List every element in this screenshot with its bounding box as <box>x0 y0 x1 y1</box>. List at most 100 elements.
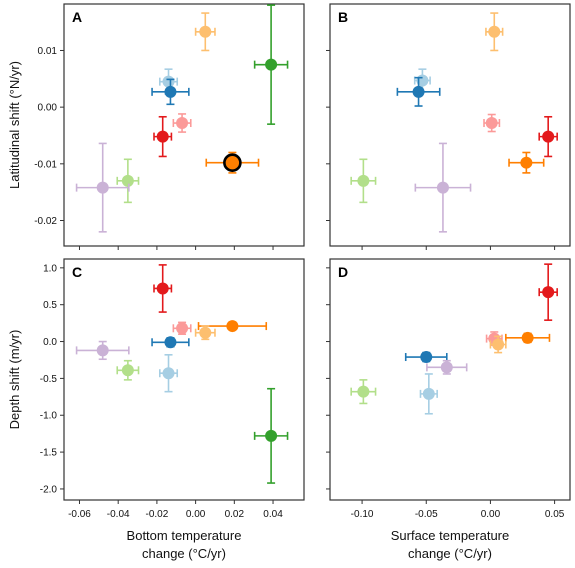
marker <box>226 320 239 333</box>
data-point <box>505 331 551 344</box>
marker <box>162 75 175 88</box>
marker <box>542 286 555 299</box>
data-point <box>153 115 173 158</box>
x-tick-label: -0.04 <box>107 509 130 520</box>
data-point <box>489 335 507 354</box>
marker <box>520 156 533 169</box>
data-point <box>538 115 558 158</box>
data-point <box>419 373 438 415</box>
plot-frame <box>329 3 571 247</box>
x-axis-label: Bottom temperature <box>127 528 242 543</box>
y-tick-label: 1.0 <box>43 263 57 274</box>
data-point <box>350 379 377 405</box>
data-point <box>426 359 468 375</box>
y-tick-label: 0.5 <box>43 300 57 311</box>
data-point <box>159 354 179 393</box>
marker <box>422 387 435 400</box>
data-point <box>253 387 289 484</box>
marker <box>176 322 189 335</box>
panel-letter: D <box>338 264 348 280</box>
marker <box>156 130 169 143</box>
plot-frame <box>329 258 571 501</box>
x-tick-label: 0.00 <box>481 509 501 520</box>
y-tick-label: -0.02 <box>34 216 57 227</box>
marker <box>488 25 501 38</box>
data-point <box>483 113 501 133</box>
panel-a: -0.02 -0.01 0.00 0.01 A Latitudinal shift (°N… <box>7 3 305 250</box>
data-point <box>404 351 448 364</box>
marker <box>412 85 425 98</box>
y-axis-label: Latitudinal shift (°N/yr) <box>7 61 22 189</box>
x-tick-label: 0.04 <box>263 509 283 520</box>
plot-frame <box>63 3 305 247</box>
marker <box>162 367 175 380</box>
data-point <box>194 325 216 341</box>
y-axis-label: Depth shift (m/yr) <box>7 330 22 430</box>
data-point <box>75 142 130 233</box>
panel-d: -0.10 -0.05 0.00 0.05 D Surface temperature ch… <box>326 258 571 561</box>
data-point <box>153 264 173 313</box>
data-point <box>414 142 472 233</box>
x-tick-label: -0.02 <box>146 509 169 520</box>
data-point <box>197 320 268 333</box>
marker <box>176 117 189 130</box>
y-tick-label: -0.5 <box>40 374 58 385</box>
marker <box>199 326 212 339</box>
data-point <box>508 151 545 174</box>
data-point <box>194 12 216 52</box>
data-point <box>485 12 504 52</box>
marker <box>485 117 498 130</box>
marker <box>96 344 109 357</box>
marker <box>156 282 169 295</box>
y-tick-label: -2.0 <box>40 484 58 495</box>
data-point <box>151 78 190 106</box>
marker <box>357 174 370 187</box>
data-point <box>116 158 140 204</box>
highlighted-marker <box>223 153 242 172</box>
x-axis-label: Surface temperature <box>391 528 510 543</box>
data-point <box>151 336 190 349</box>
x-tick-label: 0.00 <box>186 509 206 520</box>
x-axis-label: change (°C/yr) <box>408 546 492 561</box>
marker <box>164 85 177 98</box>
marker <box>357 385 370 398</box>
panel-c: -0.06 -0.04 -0.02 0.00 0.02 0.04 -2.0 -1.5 -1.0 -… <box>7 258 305 561</box>
marker <box>199 25 212 38</box>
panel-letter: C <box>72 264 82 280</box>
data-point <box>75 340 130 361</box>
plot-frame <box>63 258 305 501</box>
y-tick-label: 0.01 <box>38 46 58 57</box>
marker <box>542 130 555 143</box>
panel-letter: A <box>72 9 82 25</box>
marker <box>436 181 449 194</box>
y-tick-label: 0.0 <box>43 337 57 348</box>
marker <box>164 336 177 349</box>
marker <box>96 181 109 194</box>
data-point <box>205 151 260 174</box>
x-tick-label: -0.06 <box>68 509 91 520</box>
marker <box>121 364 134 377</box>
y-tick-label: -1.0 <box>40 411 58 422</box>
data-point <box>172 321 192 335</box>
x-tick-label: -0.10 <box>351 509 374 520</box>
data-point <box>350 158 377 204</box>
x-axis-label: change (°C/yr) <box>142 546 226 561</box>
marker <box>440 361 453 374</box>
data-point <box>172 113 192 133</box>
y-tick-label: -1.5 <box>40 448 58 459</box>
x-tick-label: -0.05 <box>415 509 438 520</box>
data-point <box>396 76 441 107</box>
marker <box>420 351 433 364</box>
marker <box>121 174 134 187</box>
x-tick-label: 0.02 <box>225 509 245 520</box>
panel-b: B <box>326 3 571 250</box>
y-tick-label: -0.01 <box>34 159 57 170</box>
panel-letter: B <box>338 9 348 25</box>
x-tick-label: 0.05 <box>545 509 565 520</box>
data-point <box>116 359 140 381</box>
data-point <box>253 4 289 125</box>
data-point <box>538 263 558 321</box>
marker <box>265 58 278 71</box>
marker <box>521 331 534 344</box>
